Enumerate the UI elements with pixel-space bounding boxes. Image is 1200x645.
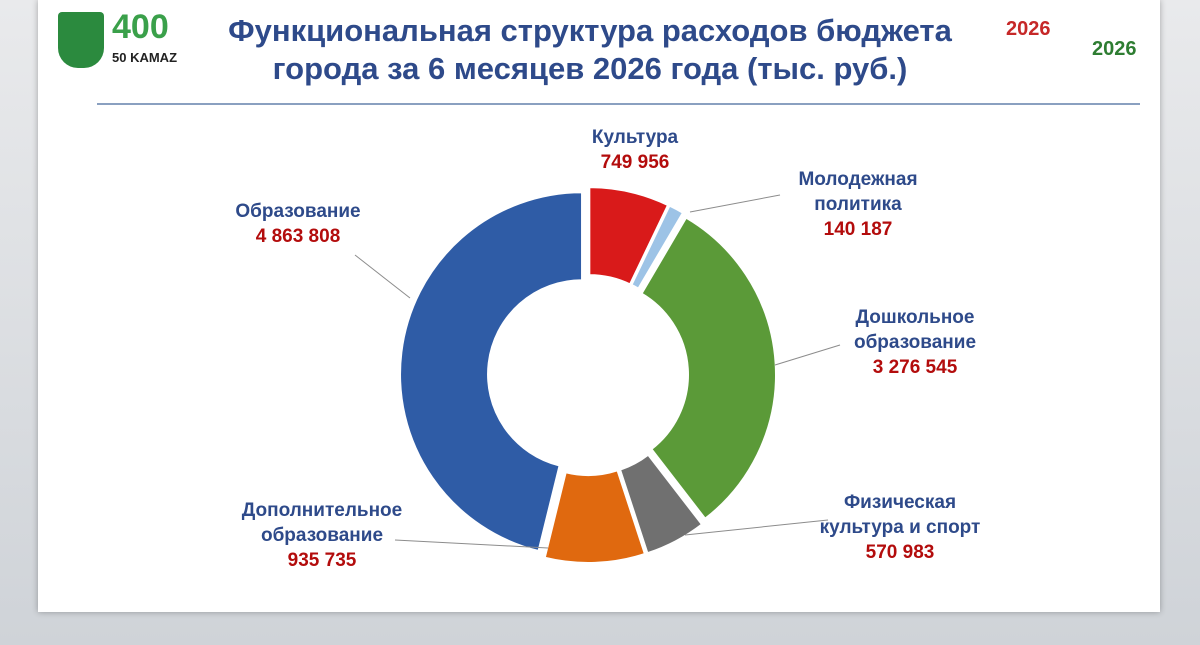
data-label: Культура 749 956: [525, 125, 745, 175]
category-label: Молодежная политика: [798, 169, 918, 215]
leader-line: [689, 194, 781, 213]
donut-slice: [543, 469, 647, 564]
leader-line: [354, 254, 411, 299]
category-label: Культура: [591, 127, 679, 148]
logo-unity: 2026: [1006, 18, 1051, 40]
logo-labor: 2026: [1092, 38, 1137, 60]
donut-slice: [640, 216, 777, 521]
city-emblem: [58, 12, 104, 68]
value-label: 749 956: [600, 152, 670, 173]
title-rule: [97, 103, 1140, 105]
leader-line: [684, 519, 829, 536]
value-label: 935 735: [287, 550, 357, 571]
value-label: 4 863 808: [255, 226, 341, 247]
data-label: Образование 4 863 808: [188, 199, 408, 249]
leader-line: [774, 344, 841, 366]
title: Функциональная структура расходов бюджет…: [228, 13, 952, 86]
category-label: Дошкольное образование: [853, 307, 977, 353]
logo-kamaz: 50 KAMAZ: [112, 50, 178, 65]
category-label: Дополнительное образование: [241, 500, 403, 546]
value-label: 3 276 545: [872, 357, 958, 378]
data-label: Физическая культура и спорт 570 983: [815, 490, 985, 565]
donut-slice: [630, 204, 685, 291]
category-label: Образование: [235, 201, 361, 222]
logo-400: 400: [112, 8, 169, 46]
value-label: 570 983: [865, 542, 935, 563]
category-label: Физическая культура и спорт: [819, 492, 981, 538]
data-label: Молодежная политика 140 187: [773, 167, 943, 242]
donut-slice: [399, 191, 584, 553]
data-label: Дополнительное образование 935 735: [237, 498, 407, 573]
data-label: Дошкольное образование 3 276 545: [830, 305, 1000, 380]
value-label: 140 187: [823, 219, 893, 240]
leader-line: [394, 539, 549, 549]
donut-slice: [588, 186, 670, 286]
